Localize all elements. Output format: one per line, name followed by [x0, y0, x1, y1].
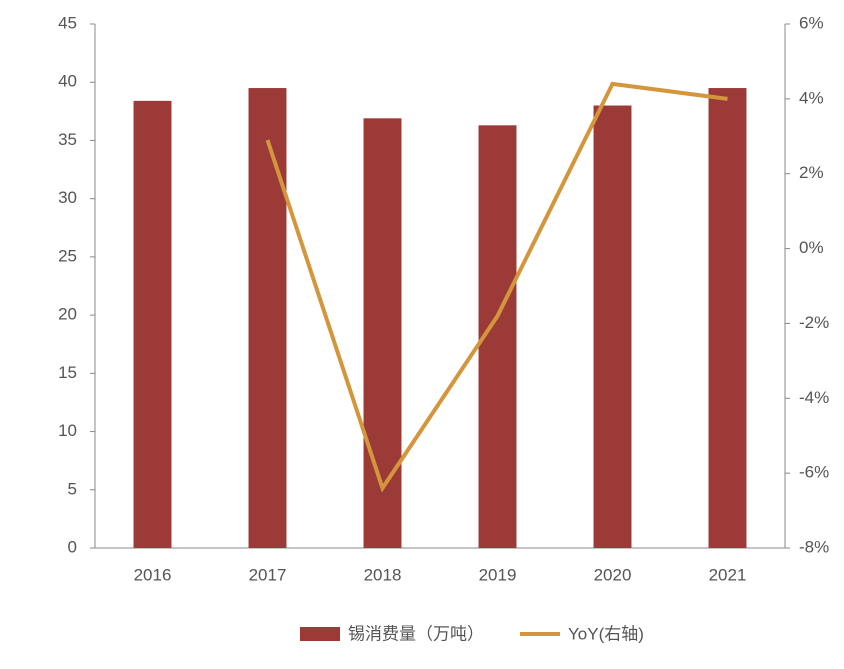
- x-tick-label: 2021: [709, 565, 747, 584]
- y-tick-label: 15: [58, 363, 77, 382]
- y2-tick-label: 2%: [799, 163, 824, 182]
- x-tick-label: 2018: [364, 565, 402, 584]
- x-tick-label: 2019: [479, 565, 517, 584]
- bar: [593, 105, 632, 548]
- y-tick-label: 25: [58, 246, 77, 265]
- y-tick-label: 20: [58, 305, 77, 324]
- x-tick-label: 2016: [134, 565, 172, 584]
- y2-tick-label: -6%: [799, 463, 829, 482]
- legend-swatch: [300, 627, 340, 641]
- y2-tick-label: 4%: [799, 88, 824, 107]
- y-tick-label: 45: [58, 13, 77, 32]
- y-tick-label: 35: [58, 130, 77, 149]
- legend-label: YoY(右轴): [568, 624, 644, 643]
- y-tick-label: 30: [58, 188, 77, 207]
- bar: [363, 118, 402, 548]
- y2-tick-label: 6%: [799, 13, 824, 32]
- x-tick-label: 2017: [249, 565, 287, 584]
- line: [265, 81, 728, 493]
- legend-label: 锡消费量（万吨）: [348, 624, 484, 643]
- bar: [133, 100, 172, 548]
- y2-tick-label: -2%: [799, 313, 829, 332]
- y-tick-label: 10: [58, 421, 77, 440]
- y2-tick-label: -8%: [799, 537, 829, 556]
- x-tick-label: 2020: [594, 565, 632, 584]
- bar: [248, 88, 287, 549]
- y2-tick-label: -4%: [799, 388, 829, 407]
- y-tick-label: 0: [68, 537, 77, 556]
- y-tick-label: 5: [68, 479, 77, 498]
- y2-tick-label: 0%: [799, 238, 824, 257]
- bar: [708, 88, 747, 549]
- y-tick-label: 40: [58, 72, 77, 91]
